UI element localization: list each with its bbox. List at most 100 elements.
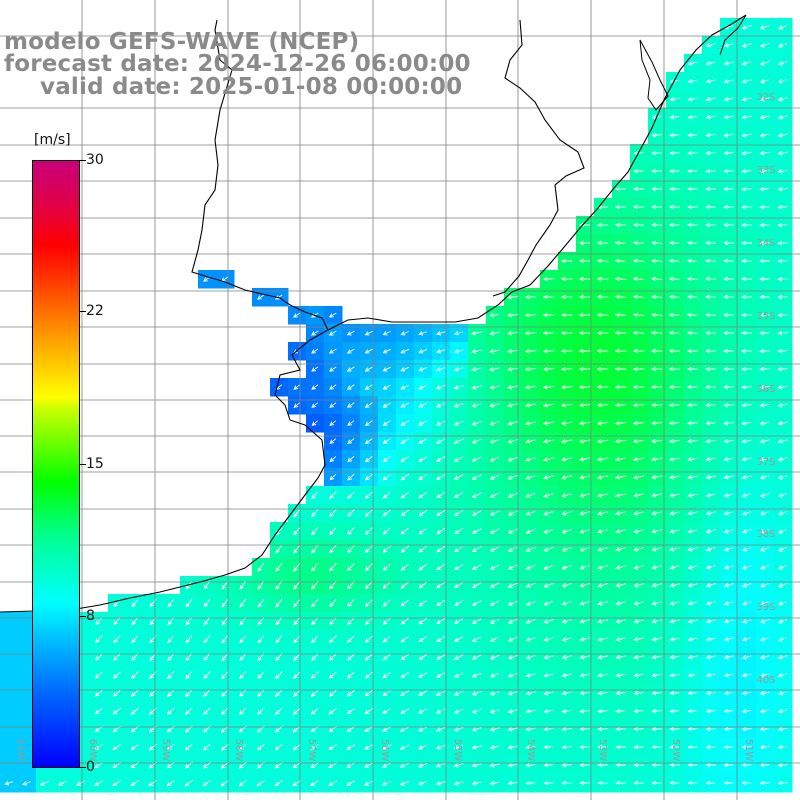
wind-arrow xyxy=(329,491,337,499)
wind-arrow xyxy=(131,653,139,662)
wind-arrow xyxy=(131,617,139,626)
wind-arrow xyxy=(543,744,554,750)
wind-arrow xyxy=(94,707,103,715)
wind-arrow xyxy=(651,204,662,210)
wind-arrow xyxy=(525,709,536,714)
wind-arrow xyxy=(436,545,446,553)
wind-arrow xyxy=(597,583,608,588)
wind-arrow xyxy=(561,564,572,570)
wind-speed-cell xyxy=(18,738,37,757)
wind-arrow xyxy=(777,204,788,210)
wind-arrow xyxy=(202,743,211,751)
wind-arrow xyxy=(418,402,428,408)
wind-arrow xyxy=(130,689,139,697)
wind-arrow xyxy=(418,456,428,462)
wind-arrow xyxy=(329,438,337,445)
wind-arrow xyxy=(435,367,446,372)
wind-arrow xyxy=(650,402,663,408)
lagoon-path xyxy=(719,14,747,56)
wind-arrow xyxy=(687,61,698,66)
wind-arrow xyxy=(723,222,734,228)
wind-arrow xyxy=(400,384,410,390)
wind-arrow xyxy=(436,563,446,571)
wind-arrow xyxy=(95,635,103,643)
wind-arrow xyxy=(723,186,734,192)
wind-arrow xyxy=(759,115,770,120)
wind-arrow xyxy=(310,780,320,787)
wind-arrow xyxy=(723,672,734,678)
wind-arrow xyxy=(596,384,609,390)
wind-arrow xyxy=(668,348,681,354)
wind-arrow xyxy=(578,276,591,282)
wind-arrow xyxy=(543,708,554,714)
wind-arrow xyxy=(687,475,698,480)
wind-arrow xyxy=(364,780,374,786)
wind-arrow xyxy=(166,743,175,751)
wind-arrow xyxy=(597,637,608,642)
wind-arrow xyxy=(759,276,770,282)
wind-arrow xyxy=(651,654,662,660)
wind-arrow xyxy=(418,690,428,696)
wind-arrow xyxy=(560,258,573,264)
wind-arrow xyxy=(453,745,464,750)
wind-arrow xyxy=(579,637,590,642)
wind-arrow xyxy=(741,708,752,714)
wind-arrow xyxy=(346,599,355,608)
wind-arrow xyxy=(239,617,247,626)
wind-arrow xyxy=(436,474,446,480)
wind-arrow xyxy=(311,330,319,336)
wind-arrow xyxy=(723,348,734,354)
wind-direction-arrows xyxy=(4,24,788,787)
wind-arrow xyxy=(524,330,537,336)
wind-arrow xyxy=(723,762,734,768)
wind-arrow xyxy=(777,115,788,120)
wind-arrow xyxy=(203,598,211,608)
longitude-label: 52W xyxy=(670,739,681,762)
wind-arrow xyxy=(471,456,482,462)
wind-arrow xyxy=(94,671,103,679)
wind-arrow xyxy=(596,457,609,462)
wind-arrow xyxy=(257,294,265,300)
wind-arrow xyxy=(777,618,788,624)
wind-arrow xyxy=(597,672,608,678)
wind-arrow xyxy=(435,690,446,696)
wind-arrow xyxy=(669,204,680,210)
wind-arrow xyxy=(615,619,626,624)
wind-arrow xyxy=(669,438,681,444)
wind-arrow xyxy=(257,653,265,662)
wind-arrow xyxy=(741,565,752,570)
colorbar-tickmark xyxy=(80,160,86,161)
wind-arrow xyxy=(597,780,608,786)
wind-arrow xyxy=(759,61,770,66)
wind-arrow xyxy=(705,565,716,570)
wind-arrow xyxy=(293,671,301,679)
wind-arrow xyxy=(311,402,319,408)
wind-arrow xyxy=(542,348,555,354)
wind-arrow xyxy=(507,528,518,534)
wind-arrow xyxy=(400,635,409,643)
wind-speed-cell xyxy=(18,630,37,649)
wind-arrow xyxy=(471,349,482,354)
wind-speed-cell xyxy=(18,720,37,739)
wind-arrow xyxy=(543,600,554,606)
wind-arrow xyxy=(777,312,788,318)
wind-arrow xyxy=(293,312,301,318)
wind-arrow xyxy=(650,348,663,354)
wind-arrow xyxy=(4,781,14,786)
wind-arrow xyxy=(453,349,464,354)
wind-arrow xyxy=(669,132,680,138)
wind-arrow xyxy=(346,762,356,768)
wind-arrow xyxy=(777,384,788,390)
wind-arrow xyxy=(525,474,536,480)
wind-arrow xyxy=(203,635,211,644)
wind-arrow xyxy=(687,529,698,534)
wind-arrow xyxy=(759,330,770,336)
wind-arrow xyxy=(112,743,122,751)
wind-arrow xyxy=(651,511,662,516)
wind-arrow xyxy=(221,580,229,590)
wind-arrow xyxy=(364,563,373,572)
wind-arrow xyxy=(399,780,410,786)
wind-arrow xyxy=(614,312,627,318)
wind-arrow xyxy=(489,438,500,444)
wind-arrow xyxy=(578,384,591,390)
